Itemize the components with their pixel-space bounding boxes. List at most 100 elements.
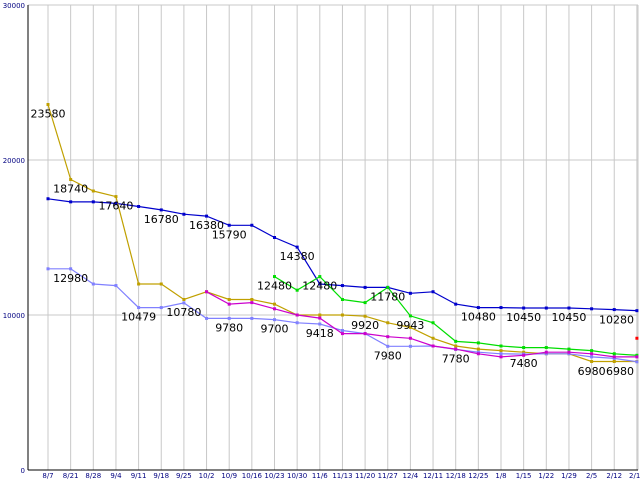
x-tick-label: 8/28 — [85, 472, 101, 480]
data-label: 12480 — [257, 280, 292, 293]
data-point — [408, 344, 412, 348]
x-tick-label: 10/2 — [199, 472, 215, 480]
data-point — [454, 339, 458, 343]
data-label: 16380 — [189, 219, 224, 232]
data-point — [386, 321, 390, 325]
x-tick-label: 9/4 — [110, 472, 122, 480]
data-point — [544, 306, 548, 310]
data-point — [363, 301, 367, 305]
data-point — [635, 309, 639, 313]
data-point — [522, 346, 526, 350]
data-point — [295, 321, 299, 325]
x-tick-label: 12/4 — [403, 472, 419, 480]
x-tick-label: 1/29 — [561, 472, 577, 480]
data-point — [386, 285, 390, 289]
data-point — [273, 307, 276, 311]
data-point — [386, 344, 390, 348]
data-point — [612, 355, 616, 359]
data-point — [635, 353, 639, 357]
data-point — [408, 314, 412, 318]
data-label: 10780 — [166, 306, 201, 319]
data-point — [340, 332, 344, 336]
data-point — [431, 290, 435, 294]
data-point — [114, 284, 118, 288]
data-point — [91, 189, 95, 193]
data-point — [114, 195, 118, 199]
x-tick-label: 2/12 — [606, 472, 622, 480]
data-point — [476, 341, 480, 345]
x-tick-label: 11/6 — [312, 472, 328, 480]
data-point — [499, 344, 503, 348]
data-point — [69, 178, 73, 182]
data-point — [46, 103, 50, 107]
data-point — [612, 356, 616, 360]
data-point — [431, 321, 435, 325]
data-point — [590, 355, 594, 359]
data-point — [499, 306, 503, 310]
data-point — [318, 313, 322, 317]
data-point — [137, 282, 141, 286]
data-point — [476, 352, 480, 356]
axes — [27, 5, 638, 471]
data-point — [612, 352, 616, 356]
data-point — [318, 282, 322, 286]
data-point — [567, 352, 571, 356]
data-point — [295, 288, 299, 292]
x-tick-label: 9/25 — [176, 472, 192, 480]
data-point — [182, 298, 186, 301]
x-tick-label: 10/16 — [242, 472, 263, 480]
data-point — [544, 346, 548, 350]
x-tick-label: 11/27 — [378, 472, 398, 480]
series-points — [46, 103, 639, 364]
x-tick-label: 10/9 — [221, 472, 237, 480]
data-label: 12980 — [53, 272, 88, 285]
series-line — [206, 291, 637, 358]
x-tick-label: 10/23 — [264, 472, 284, 480]
data-point — [46, 197, 50, 201]
x-tick-label: 1/15 — [516, 472, 532, 480]
data-point — [590, 307, 594, 311]
x-tick-label: 2/19 — [629, 472, 640, 480]
data-point — [182, 301, 186, 305]
data-point — [340, 298, 344, 301]
data-point — [205, 290, 209, 294]
data-label: 9920 — [351, 319, 379, 332]
data-label: 10280 — [599, 314, 634, 327]
x-tick-label: 12/18 — [446, 472, 466, 480]
data-label: 6980 — [578, 365, 606, 378]
x-tick-label: 1/8 — [495, 472, 506, 480]
data-point — [363, 314, 367, 318]
data-point — [295, 313, 299, 317]
data-point — [159, 208, 163, 212]
data-label: 10479 — [121, 311, 156, 324]
data-point — [159, 306, 163, 310]
data-point — [318, 275, 322, 279]
data-point — [635, 360, 639, 364]
x-tick-label: 12/25 — [468, 472, 488, 480]
data-point — [159, 282, 163, 286]
data-point — [454, 302, 458, 306]
data-point — [522, 350, 526, 354]
data-point — [635, 336, 639, 340]
data-label: 10450 — [551, 311, 586, 324]
data-label: 7980 — [374, 349, 402, 362]
data-point — [476, 347, 480, 351]
data-point — [205, 316, 209, 320]
data-point — [273, 275, 276, 279]
data-label: 10480 — [461, 311, 496, 324]
data-point — [227, 316, 231, 320]
data-point — [91, 200, 95, 204]
data-point — [454, 347, 458, 351]
data-point — [340, 313, 344, 317]
x-tick-label: 1/22 — [538, 472, 554, 480]
data-point — [386, 335, 390, 339]
data-label: 18740 — [53, 183, 88, 196]
data-point — [250, 298, 254, 301]
x-tick-label: 8/7 — [42, 472, 53, 480]
data-point — [114, 201, 118, 205]
data-point — [182, 212, 186, 216]
data-point — [499, 355, 503, 359]
data-point — [227, 302, 231, 306]
